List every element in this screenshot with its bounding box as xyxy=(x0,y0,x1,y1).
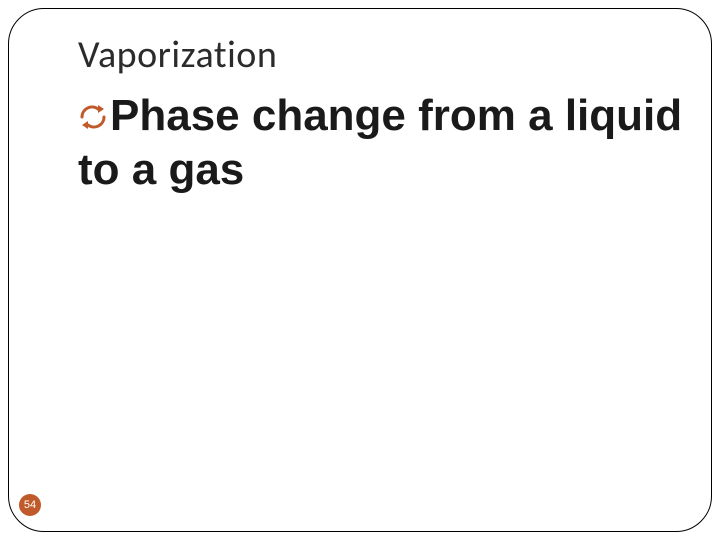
slide-body: Phase change from a liquid to a gas xyxy=(78,90,690,196)
bullet-text: Phase change from a liquid to a gas xyxy=(78,91,682,194)
slide-title: Vaporization xyxy=(78,32,277,78)
bullet-icon xyxy=(78,90,108,142)
slide-frame xyxy=(8,8,712,532)
page-number-badge: 54 xyxy=(19,494,41,516)
bullet-item: Phase change from a liquid to a gas xyxy=(78,90,690,196)
slide: Vaporization Phase change from a liquid … xyxy=(0,0,720,540)
